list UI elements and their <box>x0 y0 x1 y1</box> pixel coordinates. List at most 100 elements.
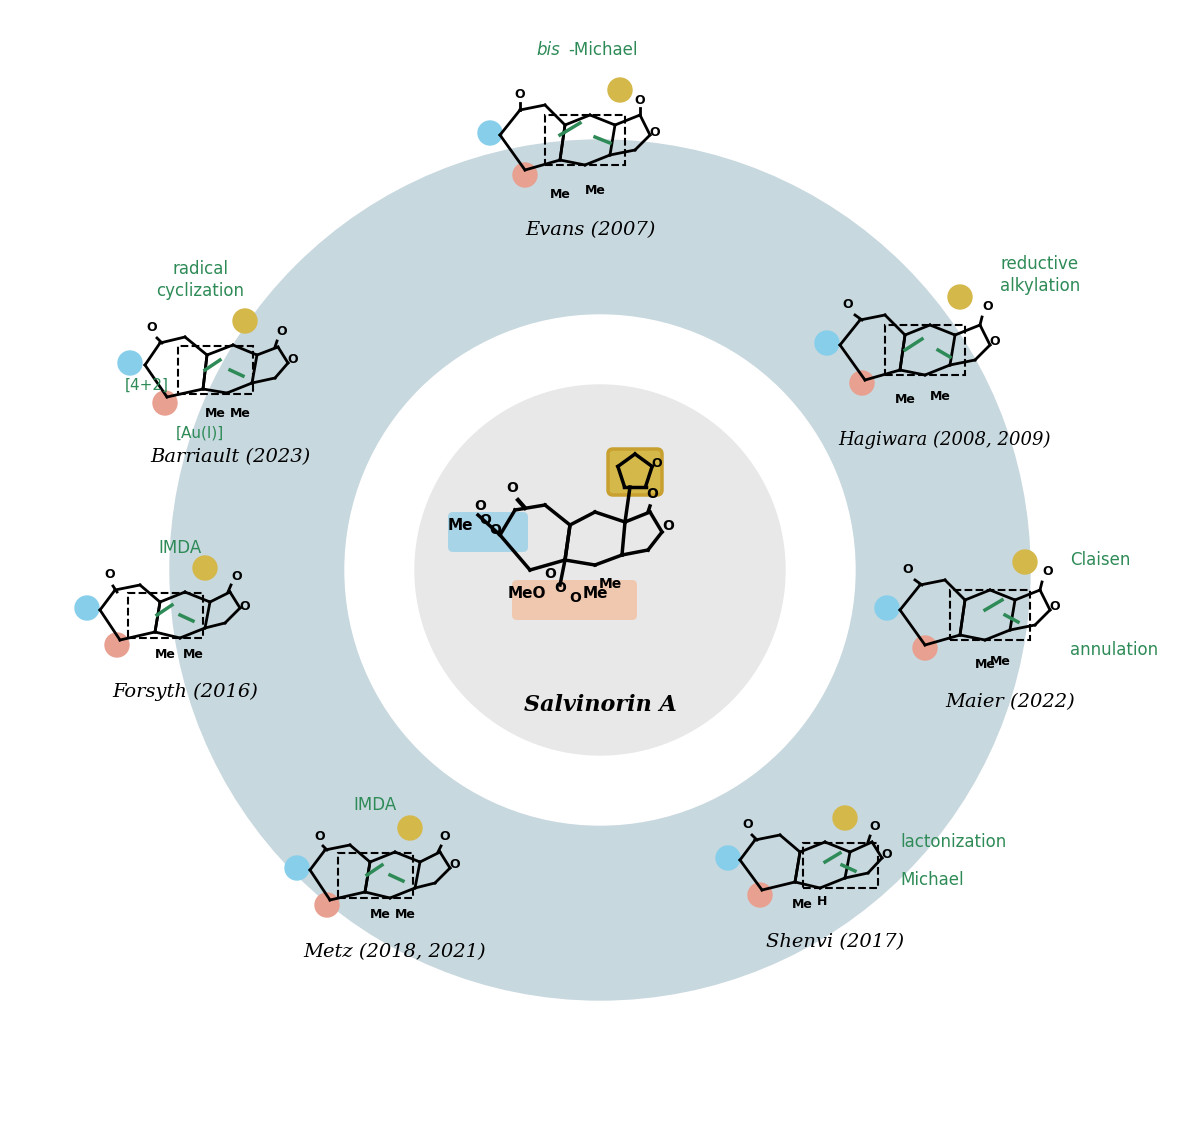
Text: IMDA: IMDA <box>353 796 397 814</box>
Text: O: O <box>544 567 556 581</box>
Text: annulation: annulation <box>1070 641 1158 659</box>
Text: Salvinorin A: Salvinorin A <box>523 694 677 716</box>
Text: O: O <box>990 335 1001 349</box>
Text: O: O <box>662 519 674 533</box>
Text: O: O <box>240 600 251 613</box>
Text: O: O <box>882 849 893 861</box>
Circle shape <box>398 816 422 839</box>
Circle shape <box>154 391 178 415</box>
FancyBboxPatch shape <box>448 513 528 552</box>
Circle shape <box>233 309 257 333</box>
Text: Barriault (2023): Barriault (2023) <box>150 448 310 466</box>
Text: lactonization: lactonization <box>900 833 1007 851</box>
Circle shape <box>478 121 502 145</box>
Text: Me: Me <box>182 648 204 661</box>
Text: Hagiwara (2008, 2009): Hagiwara (2008, 2009) <box>839 431 1051 449</box>
FancyBboxPatch shape <box>512 580 637 620</box>
Text: O: O <box>479 513 491 527</box>
Text: O: O <box>1043 565 1054 577</box>
Text: O: O <box>649 126 660 139</box>
Text: Me: Me <box>448 518 473 533</box>
Text: O: O <box>506 481 518 495</box>
Circle shape <box>875 596 899 620</box>
Text: Michael: Michael <box>900 871 964 890</box>
Bar <box>337 852 413 898</box>
Circle shape <box>948 285 972 309</box>
Bar <box>545 115 625 165</box>
Text: Me: Me <box>582 585 607 601</box>
Text: Forsyth (2016): Forsyth (2016) <box>112 683 258 702</box>
Text: Maier (2022): Maier (2022) <box>946 693 1075 711</box>
Text: O: O <box>842 298 853 311</box>
Circle shape <box>118 351 142 375</box>
Circle shape <box>815 331 839 355</box>
Text: O: O <box>1050 600 1061 613</box>
Circle shape <box>850 371 874 395</box>
Text: Me: Me <box>395 908 415 921</box>
Text: Me: Me <box>370 908 390 921</box>
Text: O: O <box>314 830 325 843</box>
Text: Me: Me <box>599 577 622 591</box>
Text: O: O <box>870 820 881 833</box>
Circle shape <box>286 857 310 880</box>
Circle shape <box>415 385 785 755</box>
Text: Metz (2018, 2021): Metz (2018, 2021) <box>304 943 486 961</box>
Circle shape <box>170 140 1030 1000</box>
Text: bis: bis <box>536 41 560 59</box>
Circle shape <box>346 316 854 825</box>
Text: Me: Me <box>930 390 950 403</box>
Circle shape <box>514 163 538 187</box>
Text: O: O <box>450 858 461 871</box>
Text: Me: Me <box>894 393 916 405</box>
Circle shape <box>748 883 772 907</box>
Circle shape <box>833 806 857 830</box>
Text: O: O <box>490 523 500 536</box>
Text: IMDA: IMDA <box>158 539 202 557</box>
Text: O: O <box>232 570 242 583</box>
Circle shape <box>193 556 217 580</box>
Circle shape <box>314 893 340 917</box>
Text: O: O <box>569 591 581 605</box>
Text: O: O <box>554 581 566 595</box>
Text: O: O <box>104 568 115 581</box>
Text: [Au(I)]: [Au(I)] <box>176 426 224 441</box>
Text: reductive
alkylation: reductive alkylation <box>1000 255 1080 295</box>
Circle shape <box>1013 550 1037 574</box>
Text: O: O <box>652 457 662 470</box>
Circle shape <box>74 596 98 620</box>
Text: O: O <box>474 499 486 513</box>
Text: Shenvi (2017): Shenvi (2017) <box>766 933 904 951</box>
Text: Claisen: Claisen <box>1070 551 1130 570</box>
Text: O: O <box>146 321 157 334</box>
Circle shape <box>608 77 632 103</box>
Text: Me: Me <box>204 407 226 420</box>
Bar <box>127 592 203 638</box>
Text: O: O <box>635 93 646 107</box>
Circle shape <box>716 846 740 870</box>
Bar <box>803 843 877 887</box>
Bar <box>950 590 1030 640</box>
Text: O: O <box>439 830 450 843</box>
Text: Me: Me <box>229 407 251 420</box>
Text: O: O <box>983 300 994 313</box>
FancyBboxPatch shape <box>608 449 662 495</box>
Bar <box>178 346 252 394</box>
Text: Me: Me <box>974 658 996 671</box>
Text: Me: Me <box>792 898 812 911</box>
Text: Evans (2007): Evans (2007) <box>524 221 655 239</box>
Text: Me: Me <box>155 648 175 661</box>
Text: -Michael: -Michael <box>568 41 637 59</box>
Text: O: O <box>902 563 913 576</box>
Text: O: O <box>646 487 658 501</box>
Text: [4+2]: [4+2] <box>125 377 169 393</box>
Text: radical
cyclization: radical cyclization <box>156 260 244 300</box>
Text: Me: Me <box>550 188 570 202</box>
Circle shape <box>106 633 130 657</box>
Text: MeO: MeO <box>508 585 546 601</box>
Text: O: O <box>743 818 754 831</box>
Circle shape <box>913 636 937 659</box>
Bar <box>886 325 965 375</box>
Text: Me: Me <box>990 655 1010 667</box>
Text: O: O <box>288 353 299 366</box>
Text: O: O <box>277 325 287 338</box>
